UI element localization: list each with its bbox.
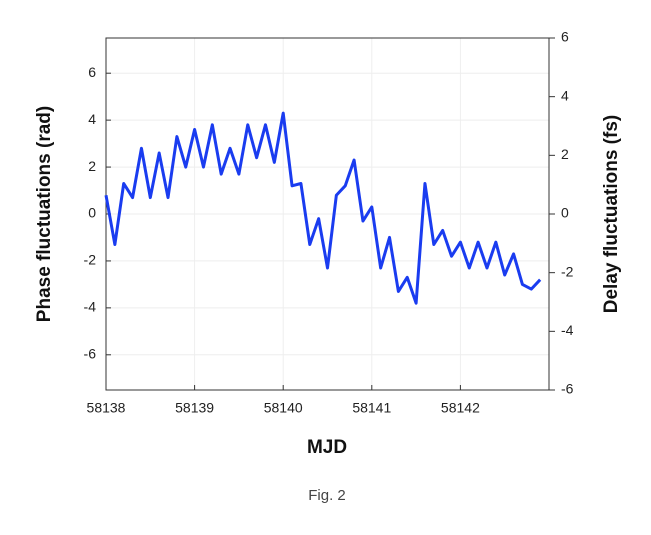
y2-tick-label: -4: [561, 322, 574, 338]
x-tick-label: 58141: [352, 400, 391, 416]
y-tick-label: -2: [84, 252, 97, 268]
y2-tick-label: 4: [561, 87, 569, 103]
caption: Fig. 2: [308, 487, 346, 504]
y-tick-label: 6: [88, 64, 96, 80]
y2-tick-label: -6: [561, 381, 574, 397]
y2-tick-label: 6: [561, 29, 569, 45]
y2-axis-label: Delay fluctuations (fs): [601, 115, 622, 313]
x-tick-label: 58142: [441, 400, 480, 416]
y-tick-label: 0: [88, 205, 96, 221]
y2-tick-label: 0: [561, 205, 569, 221]
y2-tick-label: 2: [561, 146, 569, 162]
x-axis-label: MJD: [307, 437, 347, 458]
y-tick-label: -4: [84, 299, 97, 315]
y-tick-label: 2: [88, 158, 96, 174]
y-axis-label: Phase fluctuations (rad): [34, 106, 55, 322]
plot-frame: [105, 37, 550, 391]
data-line: [104, 111, 542, 305]
x-tick-label: 58140: [264, 400, 303, 416]
y-tick-label: -6: [84, 346, 97, 362]
x-tick-label: 58138: [87, 400, 126, 416]
x-tick-label: 58139: [175, 400, 214, 416]
y2-tick-label: -2: [561, 263, 574, 279]
y-tick-label: 4: [88, 111, 96, 127]
